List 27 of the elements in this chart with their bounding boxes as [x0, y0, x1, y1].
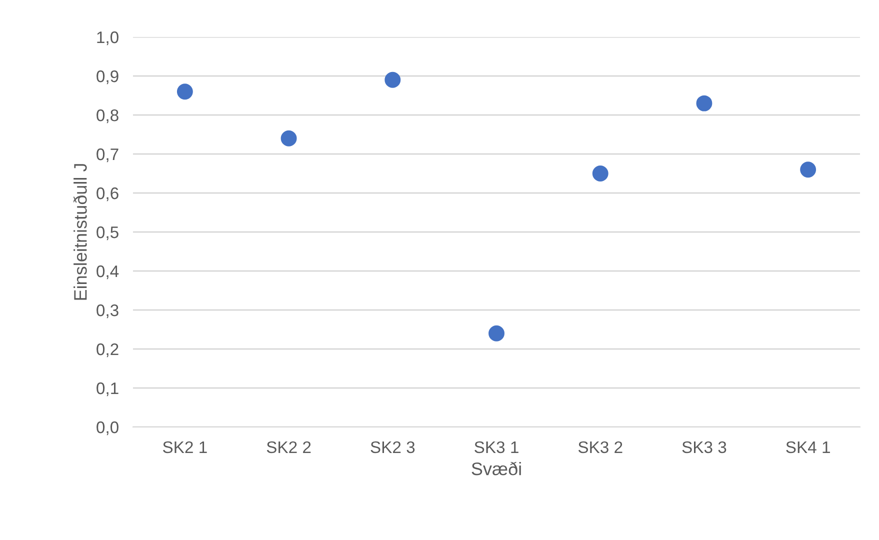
- y-tick-label: 0,4: [96, 265, 119, 280]
- y-tick-label: 0,8: [96, 109, 118, 124]
- x-tick-label: SK3 2: [578, 441, 622, 454]
- y-axis-title: Einsleitnistuðull J: [73, 164, 87, 300]
- x-axis-title: Svæði: [472, 462, 521, 476]
- x-tick-label: SK3 1: [474, 441, 518, 454]
- point: [592, 166, 608, 182]
- y-tick-label: 0,0: [96, 421, 118, 436]
- point: [384, 72, 401, 88]
- y-tick-label: 0,7: [96, 148, 118, 162]
- x-tick-label: SK2 1: [162, 441, 207, 454]
- y-tick-label: 0,5: [96, 226, 118, 240]
- point: [800, 162, 816, 178]
- y-tick-label: 0,2: [96, 343, 118, 358]
- point: [488, 325, 504, 342]
- point: [280, 130, 297, 146]
- y-tick-label: 1,0: [97, 31, 118, 46]
- x-tick-label: SK3 3: [682, 441, 726, 454]
- x-tick-label: SK2 3: [370, 441, 415, 454]
- y-tick-label: 0,9: [96, 70, 118, 84]
- y-tick-label: 0,6: [96, 187, 118, 202]
- x-tick-label: SK4 1: [786, 441, 830, 454]
- point: [696, 95, 712, 112]
- y-tick-label: 0,3: [96, 304, 118, 318]
- x-tick-label: SK2 2: [266, 441, 311, 454]
- y-tick-label: 0,1: [96, 382, 118, 396]
- point: [176, 84, 193, 100]
